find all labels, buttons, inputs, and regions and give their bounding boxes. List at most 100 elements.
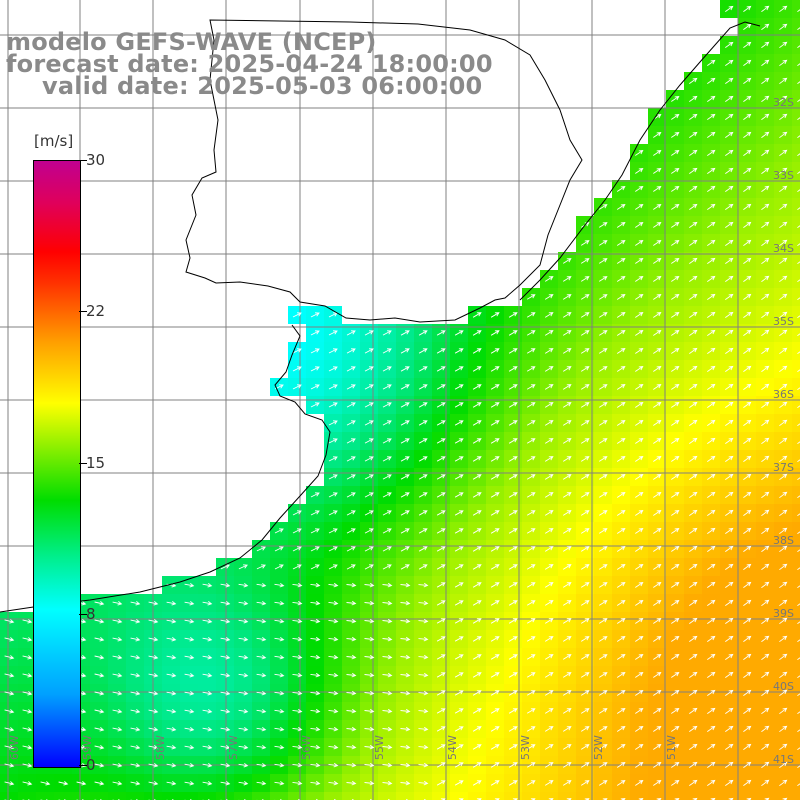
wind-arrow xyxy=(202,726,213,732)
wind-arrow xyxy=(635,437,644,444)
wind-arrow xyxy=(400,438,410,444)
wind-arrow xyxy=(635,401,644,408)
wind-arrow xyxy=(671,671,680,678)
wind-arrow xyxy=(436,474,446,480)
wind-arrow xyxy=(472,654,482,660)
wind-arrow xyxy=(635,527,644,534)
wind-arrow xyxy=(598,294,608,300)
wind-arrow xyxy=(707,581,716,588)
wind-arrow xyxy=(400,330,410,336)
wind-arrow xyxy=(779,509,788,517)
wind-arrow xyxy=(364,420,374,426)
wind-arrow xyxy=(256,672,267,678)
wind-arrow xyxy=(725,41,734,48)
wind-arrow xyxy=(689,239,698,246)
wind-arrow xyxy=(743,131,752,138)
wind-arrow xyxy=(725,491,734,498)
wind-arrow xyxy=(472,312,482,318)
wind-arrow xyxy=(671,545,680,552)
wind-arrow xyxy=(328,744,339,750)
wind-arrow xyxy=(94,726,105,732)
wind-arrow xyxy=(616,527,626,534)
wind-arrow xyxy=(328,618,339,624)
wind-arrow xyxy=(580,654,590,660)
wind-arrow xyxy=(779,743,788,751)
wind-arrow xyxy=(256,546,266,552)
wind-cell xyxy=(576,792,594,800)
wind-arrow xyxy=(725,527,734,534)
wind-arrow xyxy=(382,582,393,588)
wind-arrow xyxy=(418,492,428,498)
wind-arrow xyxy=(707,563,716,570)
wind-arrow xyxy=(130,600,141,606)
wind-arrow xyxy=(725,167,734,174)
wind-arrow xyxy=(418,780,429,786)
wind-arrow xyxy=(653,491,662,498)
wind-arrow xyxy=(761,599,770,607)
wind-arrow xyxy=(508,690,518,696)
colorbar-tick-label: 22 xyxy=(86,302,106,320)
wind-arrow xyxy=(544,348,554,354)
wind-arrow xyxy=(436,438,446,444)
wind-arrow xyxy=(616,563,626,570)
wind-arrow xyxy=(779,761,788,769)
wind-cell xyxy=(288,792,306,800)
wind-arrow xyxy=(454,492,464,498)
wind-arrow xyxy=(472,384,482,390)
wind-arrow xyxy=(220,600,231,606)
wind-arrow xyxy=(476,798,482,800)
wind-arrow xyxy=(166,618,177,624)
wind-arrow xyxy=(400,744,411,750)
wind-arrows xyxy=(4,5,800,800)
wind-arrow xyxy=(707,77,716,84)
wind-arrow xyxy=(653,239,662,246)
wind-arrow xyxy=(508,348,518,354)
wind-arrow xyxy=(508,312,518,318)
wind-arrow xyxy=(526,726,536,732)
wind-arrow xyxy=(743,617,752,624)
wind-arrow xyxy=(202,636,213,642)
wind-arrow xyxy=(725,149,734,156)
wind-arrow xyxy=(184,780,195,786)
wind-arrow xyxy=(653,617,662,624)
wind-arrow xyxy=(779,185,788,193)
wind-arrow xyxy=(671,725,680,732)
wind-arrow xyxy=(328,528,338,534)
wind-arrow xyxy=(382,744,393,750)
wind-arrow xyxy=(635,311,644,318)
wind-arrow xyxy=(671,239,680,246)
wind-arrow xyxy=(382,762,393,768)
wind-arrow xyxy=(544,564,554,570)
wind-arrow xyxy=(653,671,662,678)
wind-arrow xyxy=(184,762,195,768)
wind-arrow xyxy=(346,762,357,768)
wind-arrow xyxy=(292,654,303,660)
wind-arrow xyxy=(310,312,320,318)
wind-arrow xyxy=(454,384,464,390)
wind-arrow xyxy=(761,401,770,409)
wind-arrow xyxy=(454,456,464,462)
wind-arrow xyxy=(418,690,429,696)
wind-arrow xyxy=(382,654,393,660)
latitude-label: 36S xyxy=(773,388,794,401)
wind-arrow xyxy=(166,690,177,696)
wind-arrow xyxy=(436,690,446,696)
wind-arrow xyxy=(454,744,464,750)
wind-arrow xyxy=(743,185,752,192)
wind-cell xyxy=(792,702,800,720)
wind-arrow xyxy=(490,492,500,498)
wind-arrow xyxy=(364,672,375,678)
wind-arrow xyxy=(616,761,626,768)
longitude-label: 55W xyxy=(373,735,386,760)
wind-arrow xyxy=(544,780,554,786)
wind-arrow xyxy=(526,618,536,624)
wind-arrow xyxy=(743,545,752,552)
wind-arrow xyxy=(761,149,770,157)
wind-arrow xyxy=(761,563,770,571)
wind-arrow xyxy=(310,348,320,354)
wind-arrow xyxy=(746,797,752,800)
wind-arrow xyxy=(761,131,770,139)
wind-arrow xyxy=(797,567,800,571)
wind-arrow xyxy=(490,672,500,678)
wind-arrow xyxy=(743,203,752,210)
